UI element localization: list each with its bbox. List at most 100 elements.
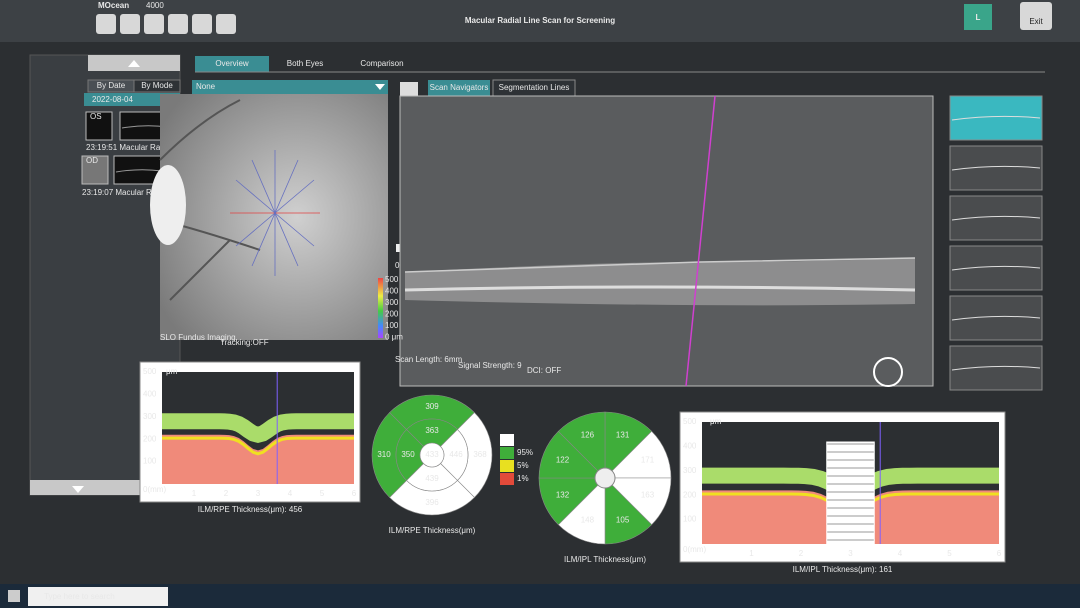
dropdown-label: None <box>196 82 216 91</box>
scan-thumbnail[interactable] <box>949 295 1043 341</box>
y-tick-label: 400 <box>143 390 157 399</box>
x-tick-label: 6 <box>352 489 357 498</box>
tool-button[interactable] <box>192 14 212 34</box>
y-tick-label: 300 <box>143 412 157 421</box>
scale-tick: 0 μm <box>385 333 403 342</box>
x-tick-label: 3 <box>848 549 853 558</box>
scan-thumbnails <box>949 95 1043 391</box>
sector-value: 363 <box>425 426 439 435</box>
sector-value: 131 <box>616 431 630 440</box>
fundus-image <box>160 94 388 340</box>
scan-thumbnail[interactable] <box>949 195 1043 241</box>
toolbar <box>96 14 236 34</box>
scan-tab[interactable] <box>428 80 490 96</box>
model: 4000 <box>146 1 164 10</box>
start-button[interactable] <box>8 590 20 602</box>
legend-label: 5% <box>517 461 529 470</box>
thumbnail-band <box>951 265 1041 271</box>
thumb-fundus[interactable] <box>81 155 109 185</box>
search-placeholder: Type here to search <box>44 592 115 601</box>
thumb-fundus[interactable] <box>85 111 113 141</box>
dropdown[interactable] <box>192 80 388 94</box>
y-tick-label: 500 <box>683 417 697 426</box>
arrow-up <box>128 60 140 67</box>
legend-swatch <box>500 434 514 446</box>
date-row[interactable] <box>84 93 180 106</box>
panels: 500 400 300 200 100 0 μm 500 400 300 200 100 μm 0(mm… <box>139 275 1006 574</box>
y-tick-label: 200 <box>683 490 697 499</box>
item-eye: OS <box>90 112 102 121</box>
sector-value: 126 <box>581 431 595 440</box>
legend-label: 1% <box>517 474 529 483</box>
scale-tick: 500 <box>385 275 399 284</box>
scan-thumbnail[interactable] <box>949 95 1043 141</box>
tracking: Tracking:OFF <box>220 338 269 347</box>
scan-thumbnail[interactable] <box>949 145 1043 191</box>
unit-label: μm <box>710 417 722 426</box>
sector-value: 122 <box>556 456 570 465</box>
dropdown-arrow <box>375 84 385 90</box>
sidebar-tab-label: By Mode <box>141 81 173 90</box>
y-tick-label: 500 <box>143 367 157 376</box>
scan-thumbnail[interactable] <box>949 245 1043 291</box>
y-tick-label: 400 <box>683 442 697 451</box>
center-sector <box>419 442 445 468</box>
tool-button[interactable] <box>216 14 236 34</box>
tool-button[interactable] <box>120 14 140 34</box>
tab-label: Both Eyes <box>287 59 323 68</box>
date: 2022-08-04 <box>92 95 133 104</box>
unit-label: μm <box>166 367 178 376</box>
sector-value: 148 <box>581 516 595 525</box>
legend-swatch <box>500 473 514 485</box>
sector-value: 171 <box>641 456 655 465</box>
radial-lines <box>230 150 320 276</box>
y-tick-label: 200 <box>143 434 157 443</box>
bscan <box>399 95 934 387</box>
scan-info: Scan Length: 6mm <box>395 355 462 364</box>
limit-line <box>162 436 354 456</box>
thumbnail-band <box>951 115 1041 121</box>
sector-value: 433 <box>425 450 439 459</box>
item-label: 23:19:51 Macular Radial Lines <box>86 143 194 152</box>
scan-tab-label: Scan Navigators <box>430 83 489 92</box>
sector-value: 163 <box>641 491 655 500</box>
x-tick-label: 5 <box>320 489 325 498</box>
sector-caption: ILM/IPL Thickness(μm) <box>564 555 646 564</box>
navigate-button[interactable] <box>873 357 903 387</box>
eye-badge <box>964 4 992 30</box>
brand: MOcean <box>98 1 129 10</box>
ipl-center <box>594 467 616 489</box>
scale-tick: 100 <box>385 321 399 330</box>
x-tick-label: 2 <box>799 549 804 558</box>
eye-label: L <box>976 13 981 22</box>
cursor-line <box>685 95 716 387</box>
normal-band <box>162 413 354 443</box>
sector-value: 350 <box>401 450 415 459</box>
taskbar <box>0 584 1080 608</box>
origin-label: 0(mm) <box>683 545 706 554</box>
x-tick-label: 6 <box>997 549 1002 558</box>
thumbnail-band <box>951 365 1041 371</box>
sidebar-tab[interactable] <box>133 79 181 93</box>
optic-disc <box>150 165 186 245</box>
retina-band <box>405 258 915 306</box>
tool-button[interactable] <box>144 14 164 34</box>
thumb-band <box>115 169 163 173</box>
item-label: 23:19:07 Macular Radial Lines <box>82 188 190 197</box>
sector-value: 105 <box>616 516 630 525</box>
tool-button[interactable] <box>96 14 116 34</box>
search-box[interactable] <box>28 587 168 606</box>
tool-button[interactable] <box>168 14 188 34</box>
scan-info: DCI: OFF <box>527 366 561 375</box>
item-eye: OD <box>86 156 98 165</box>
scan-thumbnail[interactable] <box>949 345 1043 391</box>
y-tick-label: 300 <box>683 466 697 475</box>
sector-value: 396 <box>425 498 439 507</box>
color-scale <box>378 278 383 338</box>
x-tick-label: 1 <box>192 489 197 498</box>
tab[interactable] <box>195 56 269 72</box>
scale-tick: 300 <box>385 298 399 307</box>
x-tick-label: 3 <box>256 489 261 498</box>
exit-button[interactable] <box>1020 2 1052 30</box>
